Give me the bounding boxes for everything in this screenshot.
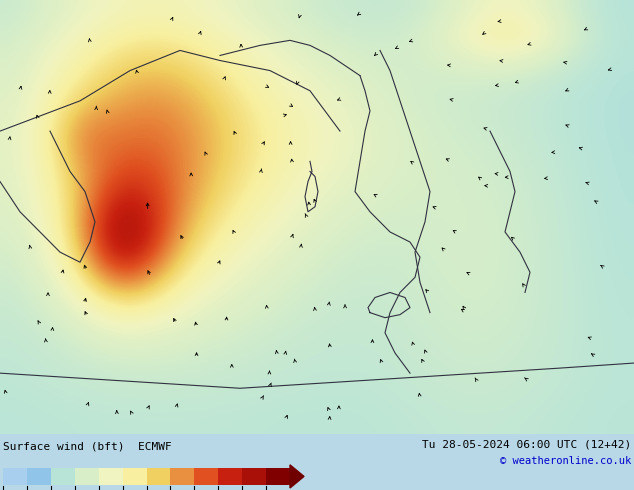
Bar	[3, 468, 27, 485]
Bar	[27, 468, 51, 485]
Text: Tu 28-05-2024 06:00 UTC (12+42): Tu 28-05-2024 06:00 UTC (12+42)	[422, 440, 631, 450]
Text: © weatheronline.co.uk: © weatheronline.co.uk	[500, 456, 631, 466]
Bar	[146, 468, 171, 485]
Bar	[266, 468, 290, 485]
Text: Surface wind (bft)  ECMWF: Surface wind (bft) ECMWF	[3, 441, 172, 452]
Bar	[99, 468, 122, 485]
Bar	[195, 468, 218, 485]
Bar	[51, 468, 75, 485]
Polygon shape	[290, 465, 304, 488]
Bar	[171, 468, 195, 485]
Bar	[218, 468, 242, 485]
Bar	[122, 468, 146, 485]
Bar	[242, 468, 266, 485]
Bar	[75, 468, 99, 485]
